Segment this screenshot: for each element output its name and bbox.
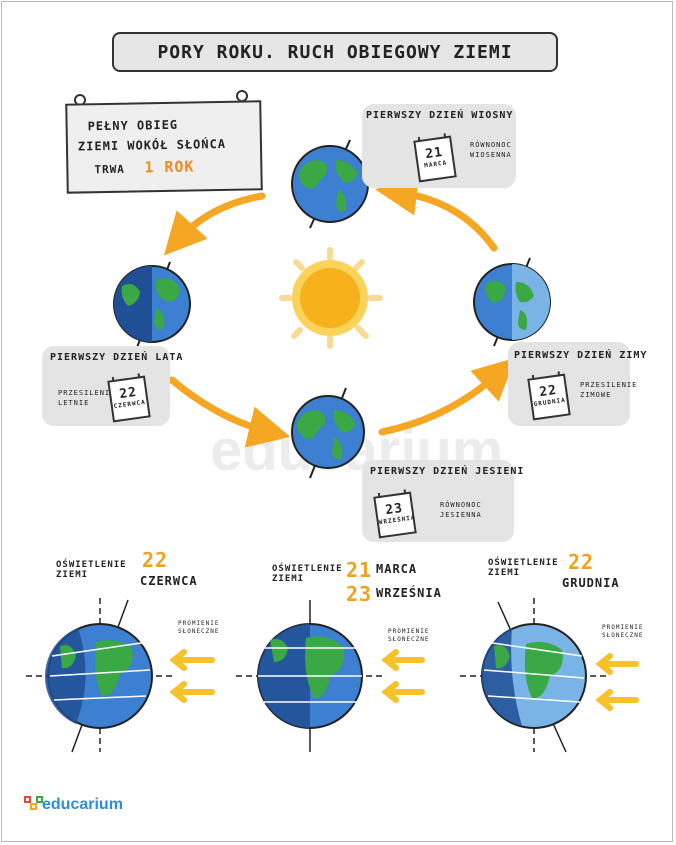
orbit-arrow-autumn-winter (378, 357, 516, 436)
summer-title: Pierwszy dzień lata (50, 352, 184, 363)
spring-title: Pierwszy dzień wiosny (366, 110, 514, 121)
illumination-june-rays: Promienie słoneczne (178, 620, 220, 635)
illumination-december-day: 22 (568, 550, 595, 574)
logo-square-icon (30, 803, 37, 810)
autumn-calendar-icon: 23 września (373, 491, 417, 539)
sign-duration: 1 rok (144, 157, 195, 177)
orbit-arrow-winter-spring (375, 173, 498, 252)
ray-arrows-december (595, 653, 639, 711)
ray-arrows-june (169, 649, 215, 703)
autumn-note: Równonoc jesienna (440, 501, 482, 519)
logo-square-icon (24, 796, 31, 803)
illumination-june-month: czerwca (140, 574, 198, 588)
illumination-june-day: 22 (142, 548, 169, 572)
winter-note: Przesilenie zimowe (580, 381, 638, 399)
illumination-december-month: grudnia (562, 576, 620, 590)
logo-square-icon (36, 796, 43, 803)
earth-winter-icon (473, 257, 551, 347)
spring-note: Równonoc wiosenna (470, 141, 512, 159)
illumination-earth-june-icon (26, 598, 176, 753)
illumination-march-label: Oświetlenie Ziemi (272, 564, 343, 584)
brand-logo: educarium (42, 796, 123, 813)
sign-line-3: trwa (94, 162, 125, 177)
illumination-september-day: 23 (346, 582, 373, 606)
earth-autumn-icon (291, 387, 365, 479)
illumination-earth-december-icon (460, 598, 610, 753)
illumination-september-month: września (376, 586, 442, 600)
orbit-arrow-spring-summer (163, 192, 266, 256)
illumination-march-month: marca (376, 562, 418, 576)
ray-arrows-march (381, 649, 425, 703)
sign-line-2: Ziemi wokół Słońca (77, 136, 227, 154)
illumination-december-label: Oświetlenie Ziemi (488, 558, 559, 578)
illumination-march-day: 21 (346, 558, 373, 582)
sign-line-1: Pełny obieg (87, 117, 179, 134)
earth-spring-icon (291, 139, 369, 229)
winter-calendar-icon: 22 grudnia (527, 373, 571, 421)
autumn-title: Pierwszy dzień jesieni (370, 466, 525, 477)
summer-note: Przesilenie letnie (58, 389, 116, 407)
illumination-june-label: Oświetlenie Ziemi (56, 560, 127, 580)
sun-icon (279, 247, 383, 349)
winter-title: Pierwszy dzień zimy (514, 350, 648, 361)
illumination-earth-march-september-icon (236, 600, 386, 752)
summer-calendar-icon: 22 czerwca (107, 375, 151, 423)
spring-calendar-icon: 21 marca (413, 135, 457, 183)
orbit-arrow-summer-autumn (168, 376, 291, 448)
illumination-march-rays: Promienie słoneczne (388, 628, 430, 643)
page-title: Pory roku. Ruch obiegowy Ziemi (112, 32, 558, 72)
orbit-duration-sign: Pełny obieg Ziemi wokół Słońca trwa 1 ro… (65, 100, 263, 194)
illumination-december-rays: Promienie słoneczne (602, 624, 644, 639)
earth-summer-icon (113, 261, 191, 351)
